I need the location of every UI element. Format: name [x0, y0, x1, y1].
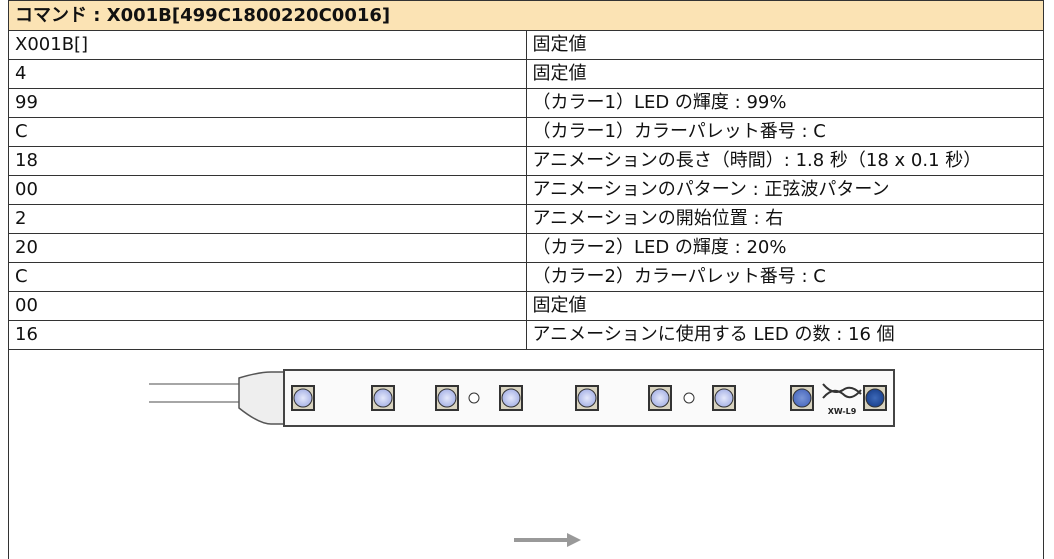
code-cell: 00 [9, 176, 527, 205]
description-cell: アニメーションのパターン : 正弦波パターン [526, 176, 1044, 205]
header-title: コマンド : X001B[499C1800220C0016] [9, 1, 1044, 31]
header-row: コマンド : X001B[499C1800220C0016] [9, 1, 1044, 31]
table-row: X001B[]固定値 [9, 31, 1044, 60]
picture-body: XW-L9 [9, 350, 1044, 559]
code-cell: X001B[] [9, 31, 527, 60]
code-cell: 99 [9, 89, 527, 118]
code-cell: C [9, 118, 527, 147]
picture-cell: XW-L9 [9, 350, 1044, 559]
code-cell: 18 [9, 147, 527, 176]
description-cell: （カラー1）カラーパレット番号 : C [526, 118, 1044, 147]
code-cell: 16 [9, 321, 527, 350]
code-cell: 2 [9, 205, 527, 234]
description-cell: アニメーションに使用する LED の数 : 16 個 [526, 321, 1044, 350]
code-cell: 4 [9, 60, 527, 89]
code-cell: 20 [9, 234, 527, 263]
description-cell: 固定値 [526, 31, 1044, 60]
code-cell: 00 [9, 292, 527, 321]
led-strip-illustration: XW-L9 [9, 350, 1043, 550]
leds [292, 386, 886, 410]
description-cell: 固定値 [526, 292, 1044, 321]
document: コマンド : X001B[499C1800220C0016] X001B[]固定… [8, 0, 1044, 559]
table-body: コマンド : X001B[499C1800220C0016] X001B[]固定… [9, 1, 1044, 350]
cable [149, 372, 284, 424]
description-cell: アニメーションの長さ（時間）: 1.8 秒（18 x 0.1 秒） [526, 147, 1044, 176]
direction-arrow [514, 533, 581, 547]
description-cell: （カラー2）LED の輝度 : 20% [526, 234, 1044, 263]
table-row: C（カラー2）カラーパレット番号 : C [9, 263, 1044, 292]
model-label: XW-L9 [828, 407, 857, 416]
code-cell: C [9, 263, 527, 292]
picture-row: XW-L9 [9, 350, 1044, 559]
description-cell: （カラー2）カラーパレット番号 : C [526, 263, 1044, 292]
description-cell: 固定値 [526, 60, 1044, 89]
table-row: 99（カラー1）LED の輝度 : 99% [9, 89, 1044, 118]
table-row: C（カラー1）カラーパレット番号 : C [9, 118, 1044, 147]
description-cell: （カラー1）LED の輝度 : 99% [526, 89, 1044, 118]
command-table: コマンド : X001B[499C1800220C0016] X001B[]固定… [8, 0, 1044, 559]
page: {"header": {"title": "コマンド : X001B[499C1… [0, 0, 1054, 546]
table-row: 20（カラー2）LED の輝度 : 20% [9, 234, 1044, 263]
description-cell: アニメーションの開始位置 : 右 [526, 205, 1044, 234]
